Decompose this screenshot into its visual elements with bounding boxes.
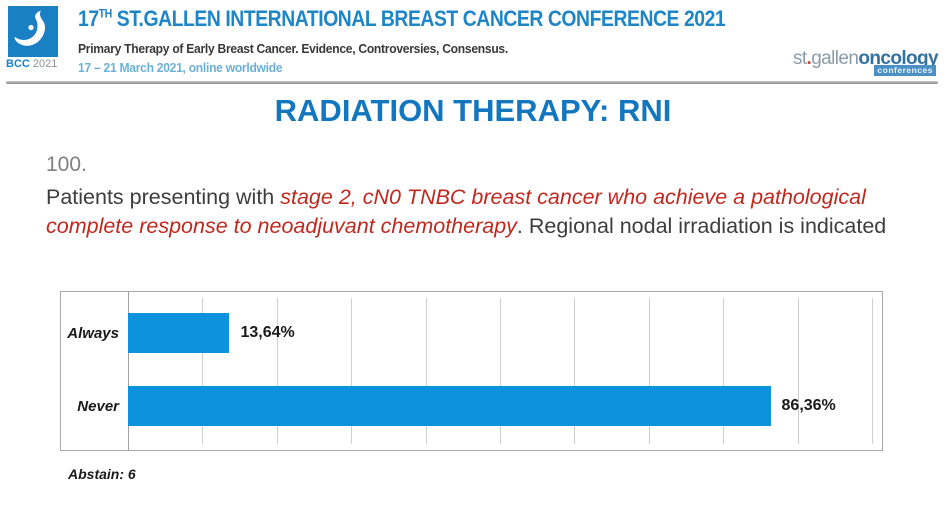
logo-red-dot: .: [806, 48, 812, 69]
chart-gridline: [425, 298, 427, 444]
chart-gridline: [276, 298, 278, 444]
chart-gridline: [500, 298, 501, 444]
logo-gallen: gallen: [811, 48, 859, 69]
question-segment: stage 2, cN0 TNBC breast cancer who achi…: [46, 185, 866, 238]
bar-value-label: 13,64%: [240, 324, 295, 341]
chart-gridline: [872, 298, 873, 444]
slide-title: RADIATION THERAPY: RNI: [274, 93, 672, 128]
conference-dates: 17 – 21 March 2021, online worldwide: [78, 60, 283, 75]
bcc-label: BCC: [6, 58, 30, 70]
question-text: Patients presenting with stage 2, cN0 TN…: [46, 183, 894, 240]
question-number: 100.: [46, 153, 87, 176]
bar-category-label: Always: [67, 325, 119, 342]
logo-oncology: oncology: [858, 48, 938, 69]
chart-gridline: [574, 298, 576, 444]
header-divider: [6, 81, 938, 84]
question-segment: . Regional nodal irradiation is indicate…: [516, 213, 887, 238]
chart-gridline: [351, 298, 353, 444]
chart-gridline: [723, 298, 725, 444]
stgallen-oncology-logo: st.gallenoncology conferences: [766, 48, 939, 76]
bcc-year-label: 2021: [32, 58, 58, 70]
bcc-logo-caption: BCC 2021: [6, 58, 62, 70]
chart-axis-line: [128, 292, 129, 450]
conference-title: 17TH ST.GALLEN INTERNATIONAL BREAST CANC…: [78, 6, 726, 32]
chart-gridline: [202, 298, 204, 444]
header-text-block: 17TH ST.GALLEN INTERNATIONAL BREAST CANC…: [78, 6, 726, 75]
bar-category-label: Never: [77, 398, 119, 415]
bar-always: [128, 313, 230, 353]
logo-st: st: [792, 48, 807, 69]
bar-value-label: 86,36%: [781, 397, 836, 414]
conference-title-number: 17: [78, 6, 99, 31]
conference-subtitle: Primary Therapy of Early Breast Cancer. …: [78, 41, 508, 56]
bar-never: [128, 386, 771, 426]
abstain-note: Abstain: 6: [68, 466, 136, 482]
logo-conferences-band: conferences: [874, 65, 936, 76]
conference-title-sup: TH: [98, 6, 113, 21]
chart-gridline: [797, 298, 799, 444]
question-segment: Patients presenting with: [46, 185, 281, 209]
bcc-logo: [8, 6, 58, 57]
swan-drop-icon: [14, 10, 46, 46]
chart-gridline: [648, 298, 650, 444]
poll-bar-chart: Always 13,64% Never 86,36%: [60, 291, 883, 451]
conference-title-rest: ST.GALLEN INTERNATIONAL BREAST CANCER CO…: [111, 6, 726, 31]
